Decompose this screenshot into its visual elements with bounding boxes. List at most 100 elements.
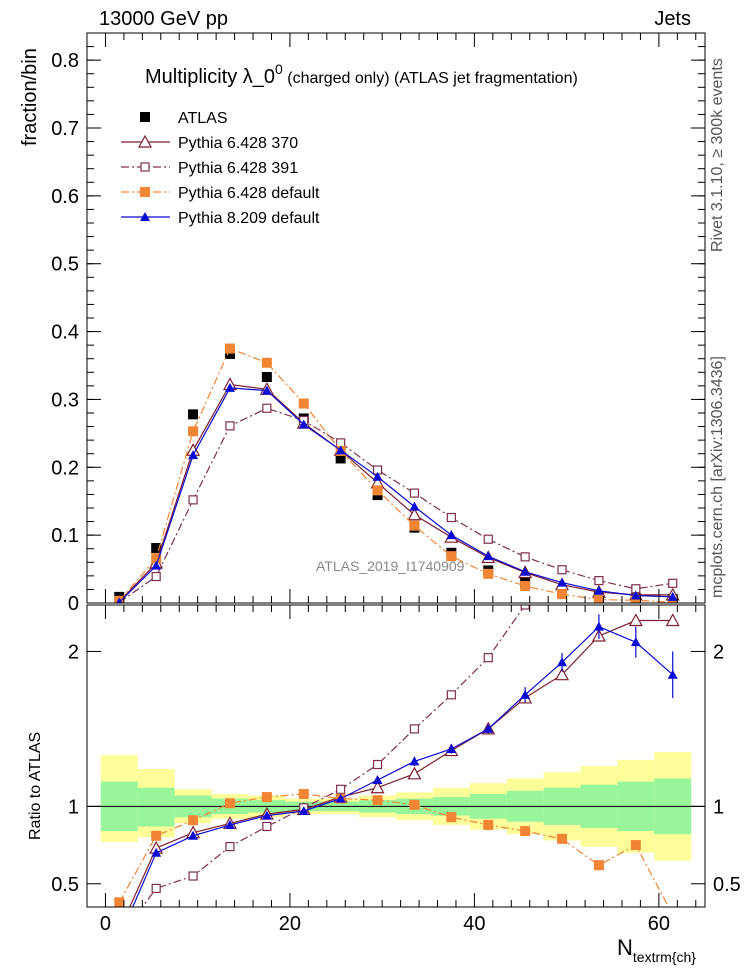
series-1-point — [407, 507, 422, 521]
y-axis-title: fraction/bin — [19, 48, 41, 146]
series-3-point — [483, 568, 494, 579]
series-4-point — [335, 445, 346, 455]
y-tick-label: 0.2 — [51, 457, 79, 479]
jets-label: Jets — [654, 8, 691, 30]
series-2-line — [118, 407, 673, 603]
series-3-ratio-point — [630, 840, 641, 851]
series-3-ratio-point — [151, 830, 162, 841]
series-4-line — [118, 387, 673, 603]
x-axis-title-main: N — [617, 935, 633, 960]
series-2-point — [446, 512, 456, 523]
legend-marker — [140, 162, 150, 172]
series-4-point — [116, 597, 123, 603]
series-2-ratio-point — [372, 759, 383, 770]
series-4-point — [151, 560, 162, 570]
series-3-ratio-point — [188, 815, 199, 826]
source-label: mcplots.cern.ch [arXiv:1306.3436] — [709, 356, 726, 598]
series-3-point — [261, 357, 272, 368]
series-2-point — [594, 576, 604, 586]
ratio-y-tick-label: 1 — [68, 796, 79, 818]
series-1-ratio-point — [665, 613, 680, 627]
series-3-point — [188, 426, 199, 437]
series-3-line — [118, 347, 673, 603]
series-3-point — [557, 589, 568, 600]
legend-label: Pythia 8.209 default — [178, 210, 320, 227]
series-0-point — [261, 372, 272, 383]
x-axis-title: Ntextrm{ch} — [617, 935, 696, 965]
series-2-point — [188, 495, 198, 505]
series-4-point — [261, 385, 272, 395]
series-3-ratio-point — [483, 819, 494, 830]
series-3-ratio-line — [118, 793, 670, 907]
series-2-ratio-point — [632, 415, 640, 423]
series-4-point — [667, 591, 678, 601]
legend-item: ATLAS — [140, 110, 228, 127]
series-2-ratio-point — [558, 524, 566, 532]
ratio-plot-series — [114, 415, 680, 907]
series-4-point — [224, 382, 235, 392]
series-2-point — [557, 565, 567, 575]
x-tick-label: 20 — [279, 913, 301, 935]
series-3-ratio-point — [557, 833, 568, 844]
ratio-axis-title: Ratio to ATLAS — [27, 732, 44, 840]
series-1-ratio-point — [628, 613, 643, 627]
series-2-ratio-point — [336, 784, 346, 794]
legend-item: Pythia 6.428 391 — [121, 160, 298, 177]
series-0-point — [335, 453, 346, 464]
series-4-point — [520, 566, 531, 576]
series-3-ratio-point — [409, 799, 420, 810]
series-2-point — [151, 571, 161, 582]
series-2-point — [483, 534, 493, 544]
series-4-point — [593, 585, 604, 595]
series-1-ratio-point — [407, 766, 422, 780]
series-4-point — [557, 577, 568, 587]
series-4-point — [372, 471, 383, 481]
series-4-ratio-point — [483, 723, 494, 733]
series-3-ratio-point — [224, 798, 235, 809]
ratio-panel-frame — [86, 604, 706, 908]
y-tick-label: 0 — [68, 593, 79, 615]
ratio-band-green — [137, 787, 175, 827]
series-4-ratio-point — [630, 637, 641, 647]
series-2-ratio-point — [595, 446, 603, 454]
series-4-ratio-point — [667, 669, 678, 679]
y-tick-label: 0.7 — [51, 118, 79, 140]
series-1-line — [118, 383, 673, 603]
ratio-y-tick-label: 0.5 — [51, 874, 79, 896]
series-2-point — [409, 488, 420, 498]
legend-marker — [140, 112, 150, 122]
series-3-point — [520, 581, 531, 592]
x-tick-label: 0 — [100, 913, 111, 935]
series-4-ratio-point — [446, 744, 457, 754]
series-3-point — [593, 594, 604, 603]
series-2-ratio-point — [225, 841, 235, 852]
ratio-y-tick-label: 2 — [68, 641, 79, 663]
series-4-ratio-point — [151, 847, 162, 857]
series-4-ratio-point — [335, 793, 346, 803]
series-3-point — [446, 551, 457, 562]
series-4-point — [298, 419, 309, 429]
series-2-ratio-point — [188, 871, 198, 881]
series-4-ratio-point — [593, 621, 604, 631]
series-2-point — [668, 578, 678, 588]
ratio-uncertainty-bands — [100, 752, 692, 861]
legend-marker — [140, 212, 150, 221]
series-4-ratio-point — [188, 830, 199, 840]
x-axis-title-sub: textrm{ch} — [633, 949, 696, 965]
series-4-ratio-point — [372, 775, 383, 785]
series-3-point — [224, 343, 235, 354]
series-3-point — [372, 485, 383, 496]
series-3-ratio-point — [593, 860, 604, 871]
series-0-point — [151, 543, 162, 554]
series-4-ratio-point — [261, 810, 272, 820]
series-4-point — [188, 450, 199, 460]
series-2-ratio-point — [151, 883, 161, 894]
series-3-ratio-point — [372, 795, 383, 806]
legend-marker — [137, 134, 153, 148]
legend: ATLAS Pythia 6.428 370 Pythia 6.428 391 Pyt… — [121, 110, 320, 227]
series-2-ratio-line — [141, 605, 526, 907]
series-3-ratio-point — [261, 792, 272, 803]
chart-title-sup: 0 — [275, 61, 283, 77]
series-4-ratio-point — [224, 819, 235, 829]
